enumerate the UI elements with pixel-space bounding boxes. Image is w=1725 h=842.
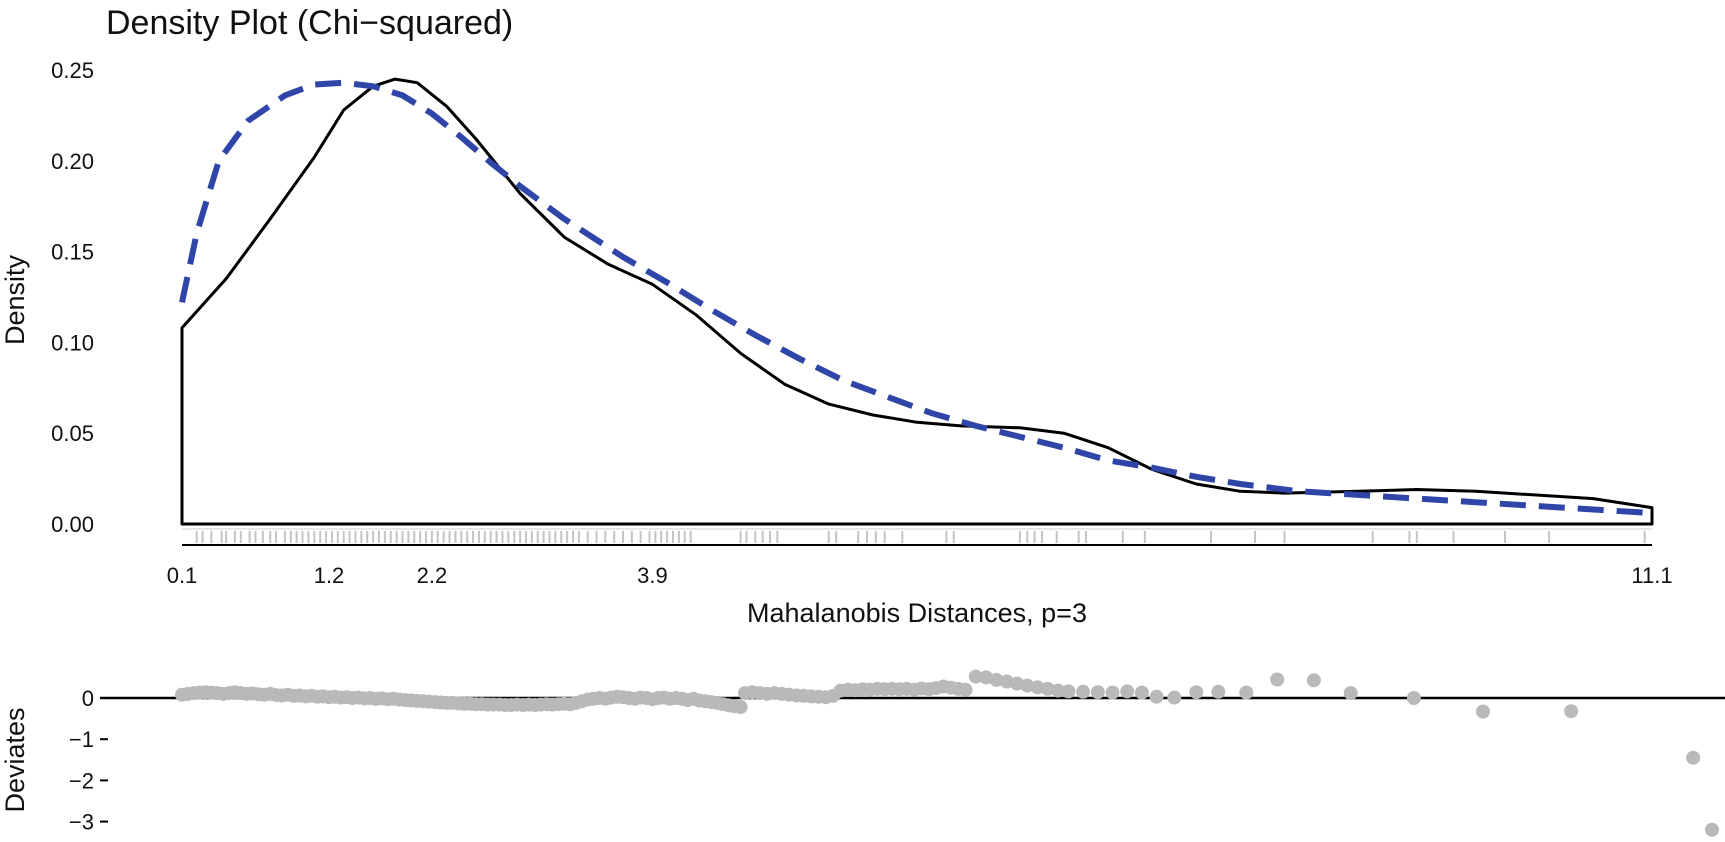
deviate-point xyxy=(968,669,983,684)
deviate-point xyxy=(989,672,1004,687)
deviate-point xyxy=(1239,685,1254,700)
density-y-tick-label: 0.15 xyxy=(51,240,94,265)
density-curve-observed xyxy=(180,77,1654,526)
density-y-tick-label: 0.00 xyxy=(51,512,94,537)
density-curve-chi-squared xyxy=(179,79,1653,517)
deviate-point xyxy=(1343,686,1358,701)
deviates-y-axis-label: Deviates xyxy=(0,707,30,812)
deviates-y-tick-label: 0 xyxy=(82,686,94,711)
density-y-tick-label: 0.10 xyxy=(51,330,94,355)
deviate-point xyxy=(1406,691,1421,705)
density-y-tick-label: 0.05 xyxy=(51,421,94,446)
x-tick-label: 11.1 xyxy=(1631,563,1672,588)
deviate-point xyxy=(1270,672,1285,687)
deviate-point xyxy=(1211,684,1226,699)
deviate-point xyxy=(1686,750,1701,765)
chart-title: Density Plot (Chi−squared) xyxy=(106,4,513,42)
deviates-y-tick-label: −2 xyxy=(69,768,94,793)
deviate-point xyxy=(1040,681,1055,696)
deviate-point xyxy=(1306,673,1321,688)
x-tick-label: 2.2 xyxy=(417,563,448,588)
deviate-point xyxy=(1090,685,1105,700)
deviate-point xyxy=(1134,685,1149,700)
deviate-point xyxy=(958,682,973,697)
deviate-point xyxy=(1120,684,1135,699)
deviate-point xyxy=(1476,704,1490,719)
deviate-point xyxy=(1149,689,1164,704)
deviates-y-axis: 0 −1 −2 −3 xyxy=(69,686,108,835)
x-tick-label: 3.9 xyxy=(637,563,668,588)
deviate-point xyxy=(733,700,748,715)
deviates-plot-area xyxy=(100,669,1725,837)
deviate-point xyxy=(1705,822,1719,837)
density-plot-area xyxy=(179,77,1654,526)
x-axis-label: Mahalanobis Distances, p=3 xyxy=(747,598,1087,628)
density-y-tick-label: 0.20 xyxy=(51,149,94,174)
x-axis: 0.1 1.2 2.2 3.9 11.1 xyxy=(167,563,1673,588)
x-tick-label: 0.1 xyxy=(167,563,198,588)
deviate-point xyxy=(1564,704,1579,719)
deviates-y-tick-label: −3 xyxy=(69,810,94,835)
deviates-y-tick-label: −1 xyxy=(69,727,94,752)
rug-plot xyxy=(182,528,1652,546)
deviate-point xyxy=(1105,685,1120,700)
density-y-axis-label: Density xyxy=(0,254,30,345)
deviate-point xyxy=(1030,680,1045,695)
deviate-point xyxy=(1061,684,1076,699)
x-tick-label: 1.2 xyxy=(314,563,345,588)
density-y-tick-label: 0.25 xyxy=(51,58,94,83)
deviate-point xyxy=(1076,684,1091,699)
deviate-point xyxy=(1189,685,1204,700)
deviate-point xyxy=(1051,683,1066,698)
deviate-point xyxy=(1167,690,1182,705)
density-y-axis: 0.00 0.05 0.10 0.15 0.20 0.25 xyxy=(51,58,94,537)
